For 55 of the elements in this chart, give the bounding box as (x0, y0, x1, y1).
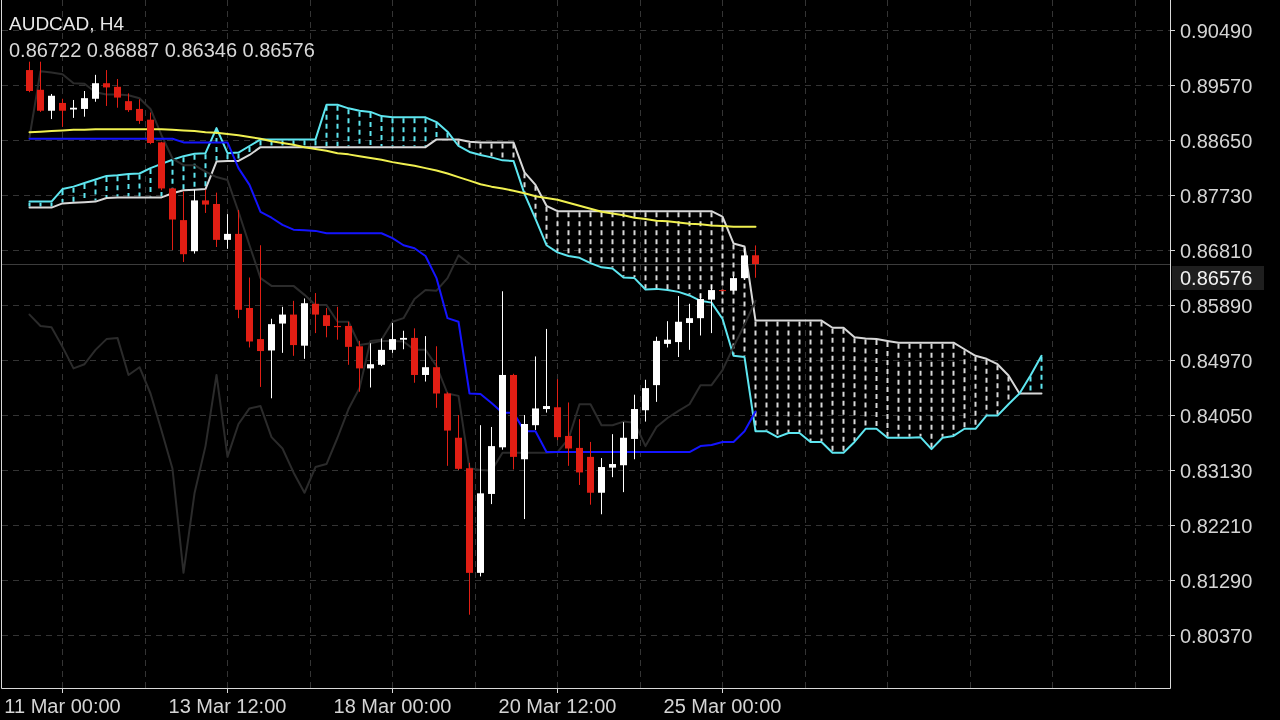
candlestick (675, 295, 682, 358)
candlestick (609, 433, 616, 478)
ref-line-label: 0.86576 (1180, 267, 1253, 289)
candlestick (642, 379, 649, 423)
y-tick-label: 0.88650 (1180, 129, 1253, 152)
text: AUDCAD, H4 (9, 13, 125, 34)
candlestick (224, 213, 231, 250)
x-tick-label: 20 Mar 12:00 (498, 695, 617, 717)
y-tick-label: 0.85890 (1180, 294, 1253, 317)
x-tick-label: 25 Mar 00:00 (663, 695, 782, 717)
candlestick (686, 303, 693, 351)
candlestick (422, 335, 429, 383)
candlestick (752, 244, 759, 279)
y-tick-label: 0.83130 (1180, 459, 1253, 482)
y-tick-label: 0.89570 (1180, 74, 1253, 97)
y-tick-label: 0.80370 (1180, 624, 1253, 647)
candlestick (664, 320, 671, 348)
candlestick (367, 342, 374, 389)
candlestick (125, 92, 132, 113)
candlestick (279, 306, 286, 354)
y-tick-label: 0.84970 (1180, 349, 1253, 372)
candlestick (114, 78, 121, 109)
candlestick (543, 328, 550, 414)
y-tick-label: 0.90490 (1180, 19, 1253, 42)
candlestick (81, 90, 88, 118)
line-series (28, 138, 1043, 395)
y-tick-label: 0.84050 (1180, 404, 1253, 427)
y-tick-label: 0.86810 (1180, 239, 1253, 262)
candlestick (59, 98, 66, 128)
candlestick (136, 98, 143, 125)
x-tick-label: 11 Mar 00:00 (4, 695, 121, 717)
candlestick (565, 401, 572, 467)
candlestick (312, 292, 319, 334)
x-tick-label: 13 Mar 12:00 (168, 695, 287, 717)
candlestick (37, 61, 44, 113)
candlestick (400, 330, 407, 350)
candlestick (389, 322, 396, 354)
text: 0.86722 0.86887 0.86346 0.86576 (9, 39, 315, 61)
candlestick (26, 61, 33, 93)
candlestick (48, 93, 55, 120)
y-tick-label: 0.81290 (1180, 569, 1253, 592)
x-tick-label: 18 Mar 00:00 (333, 695, 452, 717)
candlestick (345, 321, 352, 366)
candlestick (202, 189, 209, 214)
candlestick (378, 338, 385, 367)
candlestick (257, 244, 264, 388)
candlestick (147, 112, 154, 145)
y-tick-label: 0.87730 (1180, 184, 1253, 207)
y-tick-label: 0.82210 (1180, 514, 1253, 537)
candlestick (103, 69, 110, 107)
candlestick (92, 74, 99, 103)
candlestick (532, 355, 539, 431)
candlestick (356, 340, 363, 393)
candlestick (741, 248, 748, 281)
candlestick (323, 307, 330, 338)
